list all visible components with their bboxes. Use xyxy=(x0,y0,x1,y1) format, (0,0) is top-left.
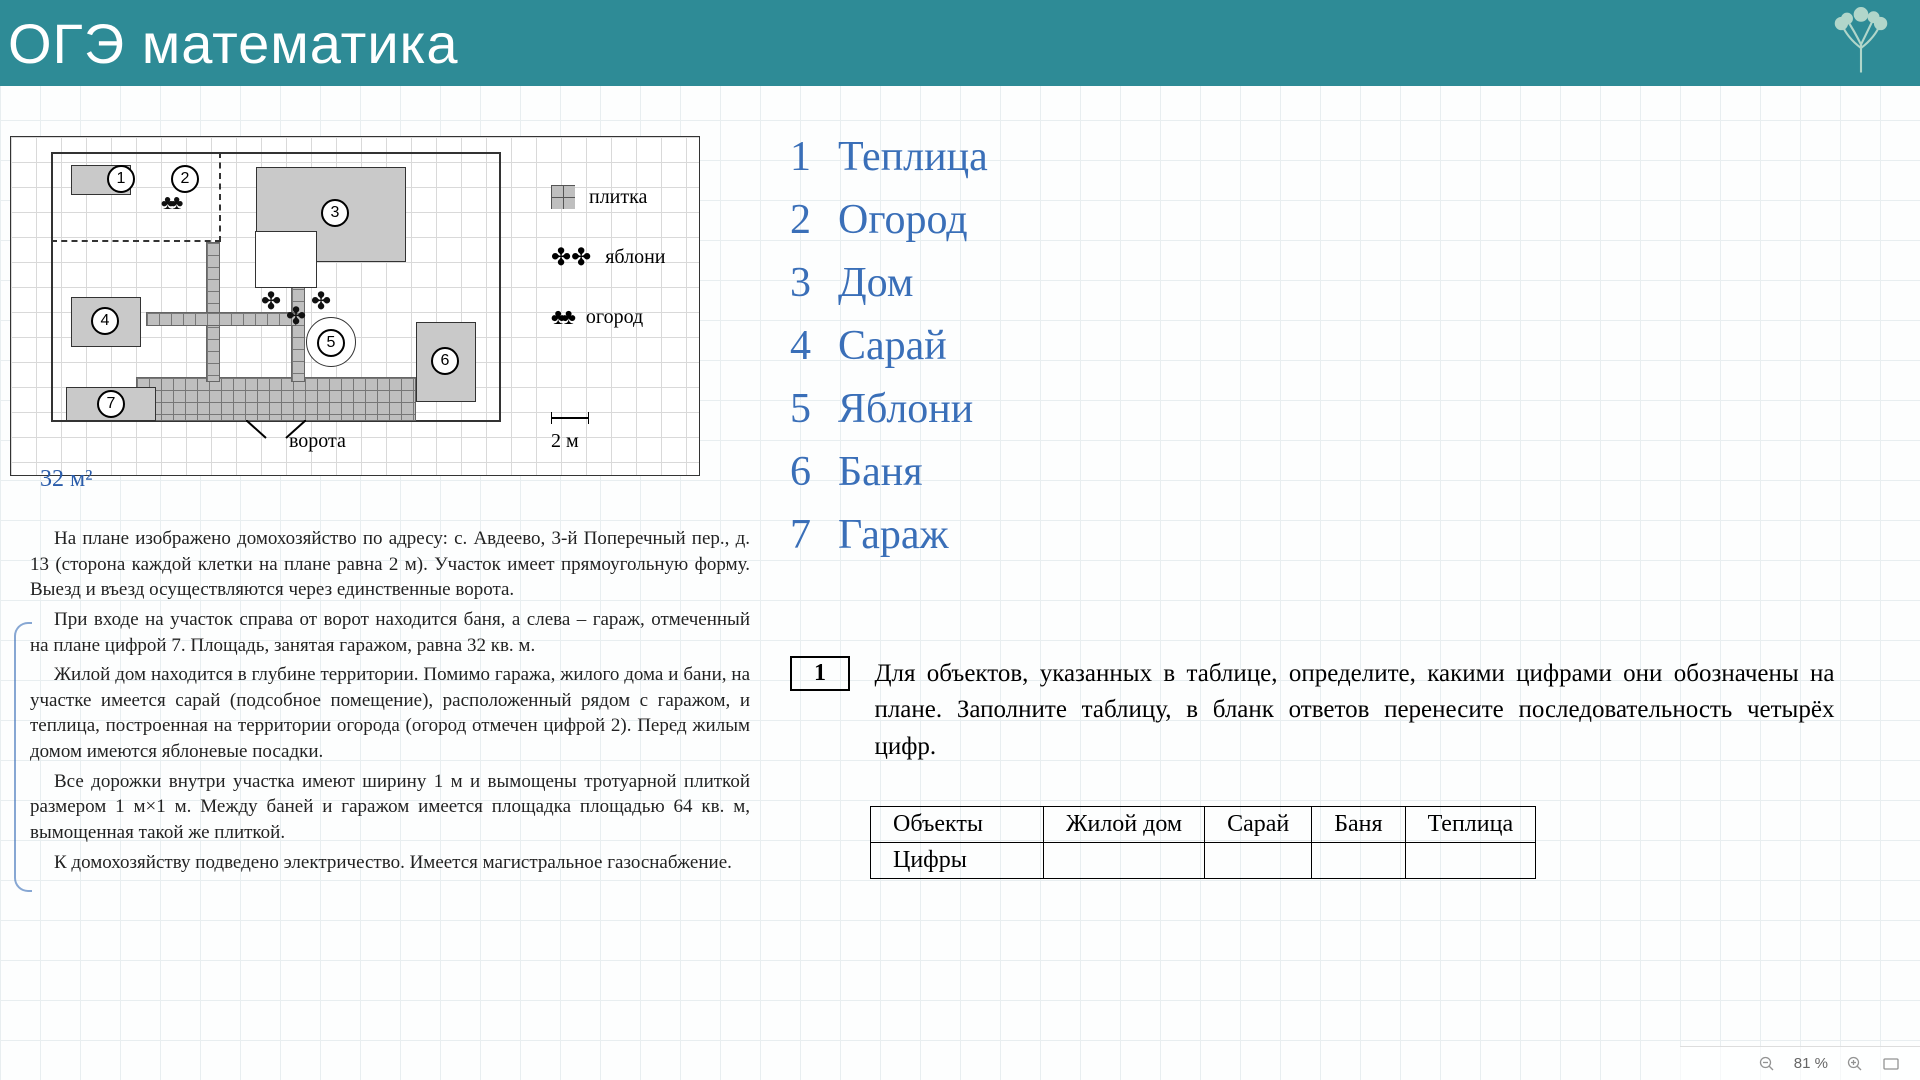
ptext-p1: На плане изображено домохозяйство по адр… xyxy=(30,526,750,603)
answer-table: Объекты Жилой дом Сарай Баня Теплица Циф… xyxy=(870,806,1536,879)
table-row-label: Объекты xyxy=(871,807,1044,843)
hw-num: 5 xyxy=(790,378,820,441)
logo-tree-icon xyxy=(1826,6,1896,89)
handwritten-list: 1 Теплица 2 Огород 3 Дом 4 Сарай 5 Яблони 6 Ба… xyxy=(790,126,988,567)
scale-icon xyxy=(551,410,589,426)
legend-seed-icon: ♣♣ xyxy=(551,304,572,330)
plan-num-5: 5 xyxy=(317,329,345,357)
area-annotation: 32 м² xyxy=(40,466,92,493)
plan-legend: плитка ✤✤ яблони ♣♣ огород xyxy=(551,167,665,347)
table-cell[interactable] xyxy=(1405,843,1536,879)
ptext-p5: К домохозяйству подведено электричество.… xyxy=(30,850,750,876)
gate-label: ворота xyxy=(289,430,346,453)
hw-text: Теплица xyxy=(838,126,988,189)
hw-num: 7 xyxy=(790,504,820,567)
zoom-in-icon[interactable] xyxy=(1846,1055,1864,1073)
question-number: 1 xyxy=(790,656,850,691)
page-title: ОГЭ математика xyxy=(8,11,459,76)
plan-diagram: 1 2 3 4 5 6 7 ✤ ✤ ✤ ♣♣ ворота 2 м плитка… xyxy=(10,136,700,476)
scale-label: 2 м xyxy=(551,430,579,453)
hw-text: Сарай xyxy=(838,315,947,378)
legend-tile-icon xyxy=(551,185,575,209)
table-col: Сарай xyxy=(1205,807,1312,843)
ptext-p2: При входе на участок справа от ворот нах… xyxy=(30,607,750,658)
table-col: Жилой дом xyxy=(1043,807,1204,843)
legend-garden-label: огород xyxy=(586,306,643,329)
hw-num: 1 xyxy=(790,126,820,189)
plan-num-1: 1 xyxy=(107,165,135,193)
legend-tile-label: плитка xyxy=(589,186,647,209)
obj-3-house-cut xyxy=(256,232,316,287)
tile-main xyxy=(136,377,416,421)
plan-num-2: 2 xyxy=(171,165,199,193)
table-col: Теплица xyxy=(1405,807,1536,843)
zoom-level: 81 % xyxy=(1794,1055,1828,1072)
hw-text: Гараж xyxy=(838,504,949,567)
table-cell[interactable] xyxy=(1043,843,1204,879)
table-col: Баня xyxy=(1312,807,1405,843)
table-row-label: Цифры xyxy=(871,843,1044,879)
table-cell[interactable] xyxy=(1312,843,1405,879)
legend-tree-icon: ✤✤ xyxy=(551,243,591,272)
hw-num: 3 xyxy=(790,252,820,315)
legend-tree-label: яблони xyxy=(605,246,665,269)
plan-num-7: 7 xyxy=(97,390,125,418)
zoom-out-icon[interactable] xyxy=(1758,1055,1776,1073)
ptext-p4: Все дорожки внутри участка имеют ширину … xyxy=(30,769,750,846)
ptext-p3: Жилой дом находится в глубине территории… xyxy=(30,662,750,765)
tree-icon: ✤ xyxy=(286,302,306,331)
hw-text: Дом xyxy=(838,252,913,315)
question-block: 1 Для объектов, указанных в таблице, опр… xyxy=(790,656,1850,765)
hw-num: 4 xyxy=(790,315,820,378)
hw-text: Яблони xyxy=(838,378,973,441)
tree-icon: ✤ xyxy=(261,287,281,316)
question-text: Для объектов, указанных в таблице, опред… xyxy=(874,656,1834,765)
page-header: ОГЭ математика xyxy=(0,0,1920,86)
seedling-icon: ♣♣ xyxy=(161,192,179,215)
plan-num-6: 6 xyxy=(431,347,459,375)
content-area: 1 2 3 4 5 6 7 ✤ ✤ ✤ ♣♣ ворота 2 м плитка… xyxy=(0,86,1920,1080)
hw-text: Огород xyxy=(838,189,968,252)
problem-text: На плане изображено домохозяйство по адр… xyxy=(30,526,750,879)
zoom-toolbar: 81 % xyxy=(1680,1046,1920,1080)
plan-num-4: 4 xyxy=(91,307,119,335)
hw-num: 6 xyxy=(790,441,820,504)
tree-icon: ✤ xyxy=(311,287,331,316)
table-cell[interactable] xyxy=(1205,843,1312,879)
hw-num: 2 xyxy=(790,189,820,252)
fullscreen-icon[interactable] xyxy=(1882,1055,1900,1073)
hw-text: Баня xyxy=(838,441,923,504)
plan-num-3: 3 xyxy=(321,199,349,227)
